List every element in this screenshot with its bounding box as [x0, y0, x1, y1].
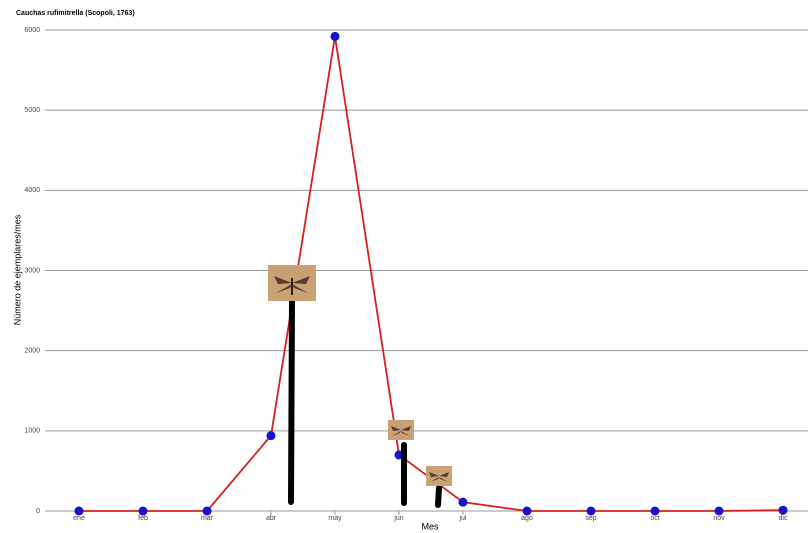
x-tick-label: abr: [266, 515, 277, 522]
y-tick-label: 2000: [24, 348, 40, 355]
moth-photo: [388, 420, 414, 440]
specimen-photos: [268, 265, 452, 508]
stick: [288, 297, 295, 505]
y-tick-label: 5000: [24, 107, 40, 114]
y-axis-label: Número de ejemplares/mes: [12, 214, 22, 325]
x-tick-label: dic: [779, 515, 788, 522]
data-point: [458, 497, 468, 507]
data-line: [79, 36, 784, 512]
y-tick-label: 0: [36, 508, 40, 515]
data-point: [74, 506, 84, 516]
x-tick-label: ago: [521, 515, 533, 522]
y-tick-label: 6000: [24, 27, 40, 34]
data-point: [522, 506, 532, 516]
x-tick-label: ene: [73, 515, 85, 522]
x-tick-label: feb: [138, 515, 148, 522]
x-tick-label: sep: [585, 515, 596, 522]
x-tick-label: nov: [713, 515, 725, 522]
stick: [435, 485, 442, 508]
x-tick-label: jun: [393, 515, 403, 522]
data-point: [714, 506, 724, 516]
data-point: [778, 505, 788, 515]
chart-title: Cauchas rufimitrella (Scopoli, 1763): [16, 10, 135, 17]
moth-photo: [268, 265, 316, 301]
x-tick-label: mar: [201, 515, 214, 522]
x-axis-label: Mes: [421, 521, 439, 531]
data-point: [202, 506, 212, 516]
data-point: [586, 506, 596, 516]
y-tick-label: 4000: [24, 187, 40, 194]
x-tick-label: jul: [458, 515, 466, 522]
x-tick-label: oct: [650, 515, 659, 522]
moth-photo: [426, 466, 452, 486]
y-tick-label: 1000: [24, 428, 40, 435]
data-point: [650, 506, 660, 516]
data-point: [330, 31, 340, 41]
data-point: [138, 506, 148, 516]
data-point: [266, 431, 276, 441]
x-tick-label: may: [328, 515, 342, 522]
y-tick-label: 3000: [24, 267, 40, 274]
